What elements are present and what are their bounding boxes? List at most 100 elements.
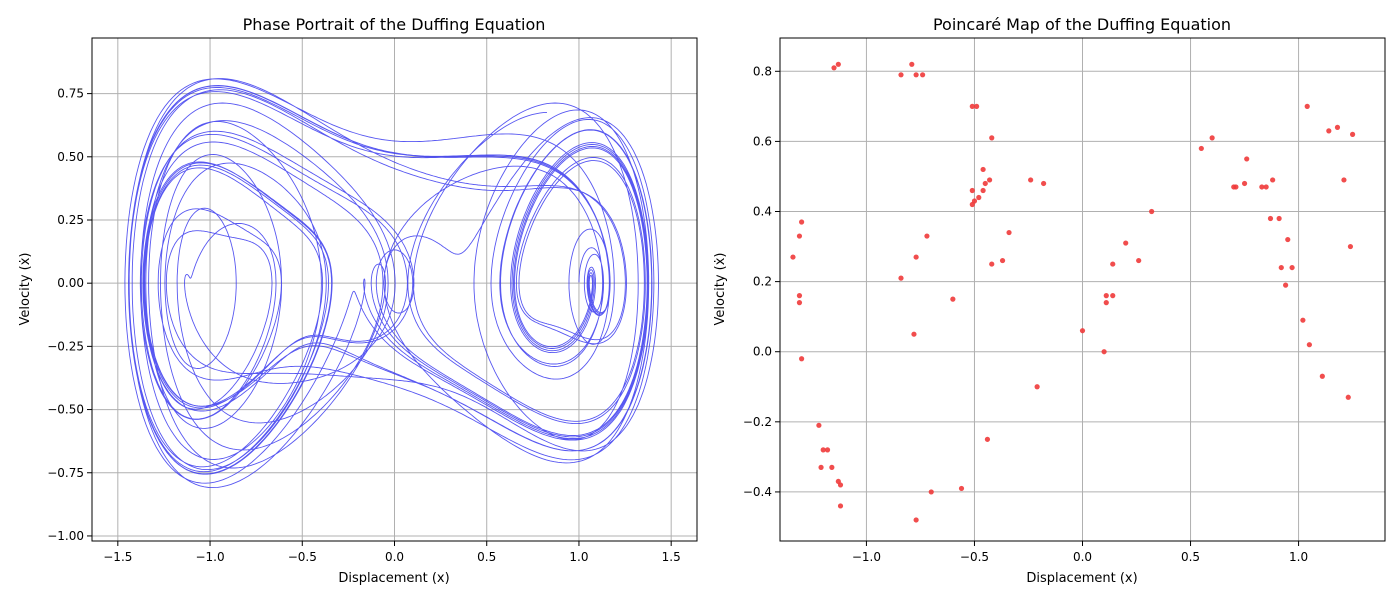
poincare-point — [982, 180, 988, 187]
poincare-point — [1136, 257, 1142, 264]
poincare-point — [1233, 184, 1239, 190]
poincare-point — [1319, 373, 1325, 379]
poincare-map-title: Poincaré Map of the Duffing Equation — [933, 15, 1231, 34]
phase-portrait-title: Phase Portrait of the Duffing Equation — [243, 15, 546, 34]
phase-portrait-y-tick-label: 0.00 — [57, 276, 84, 290]
phase-portrait-x-tick-label: 1.5 — [662, 550, 681, 564]
phase-trajectory-line — [124, 78, 659, 489]
poincare-map-y-tick-label: 0.6 — [753, 134, 772, 148]
poincare-map-y-label: Velocity (ẋ) — [713, 253, 728, 326]
poincare-map-grid — [780, 38, 1385, 541]
poincare-point — [790, 254, 796, 260]
poincare-map-x-ticks: −1.0 −0.5 0.0 0.5 1.0 — [852, 541, 1308, 564]
poincare-point — [1041, 180, 1047, 187]
poincare-point — [1285, 236, 1291, 243]
poincare-map-x-tick-label: −1.0 — [852, 550, 881, 564]
poincare-point — [799, 219, 805, 225]
poincare-point — [796, 300, 803, 306]
poincare-map-axes-frame — [779, 37, 1386, 542]
phase-portrait-y-tick-label: 0.50 — [57, 150, 84, 164]
poincare-point — [1349, 131, 1356, 137]
phase-portrait-x-tick-label: −1.5 — [103, 550, 132, 564]
poincare-point — [980, 166, 986, 173]
poincare-point — [1276, 215, 1282, 222]
poincare-map-y-tick-label: −0.4 — [743, 485, 772, 499]
poincare-point — [989, 135, 995, 141]
poincare-map-y-tick-label: −0.2 — [743, 415, 772, 429]
poincare-point — [898, 275, 904, 281]
poincare-point — [1347, 243, 1354, 250]
poincare-point — [835, 61, 841, 67]
poincare-point — [920, 72, 926, 78]
poincare-point — [1326, 128, 1332, 134]
poincare-point — [928, 489, 934, 495]
poincare-point — [1123, 240, 1129, 246]
poincare-point — [909, 61, 915, 67]
poincare-map-y-ticks: −0.4 −0.2 0.0 0.2 0.4 0.6 0.8 — [743, 64, 780, 499]
poincare-point — [1079, 328, 1086, 334]
phase-portrait-trajectory — [124, 78, 659, 489]
poincare-point — [1334, 124, 1341, 130]
phase-portrait-y-tick-label: −0.25 — [47, 339, 84, 353]
poincare-point — [1300, 317, 1306, 323]
poincare-map-y-tick-label: 0.2 — [753, 275, 772, 289]
poincare-point — [1198, 145, 1204, 152]
poincare-point — [837, 503, 844, 509]
poincare-point — [796, 293, 803, 299]
poincare-point — [799, 356, 805, 362]
poincare-map-x-tick-label: −0.5 — [960, 550, 989, 564]
phase-portrait-y-tick-label: 0.75 — [57, 87, 84, 101]
phase-portrait-y-ticks: −1.00 −0.75 −0.50 −0.25 0.00 0.25 0.50 0.75 — [47, 87, 92, 543]
poincare-point — [820, 447, 826, 453]
poincare-point — [1289, 264, 1295, 271]
poincare-point — [829, 464, 835, 470]
poincare-point — [980, 187, 986, 194]
poincare-point — [837, 482, 844, 488]
poincare-point — [924, 233, 930, 239]
poincare-point — [1270, 177, 1276, 183]
poincare-point — [1244, 156, 1250, 162]
phase-portrait-x-tick-label: 0.5 — [477, 550, 496, 564]
poincare-map-panel: Poincaré Map of the Duffing Equation −1.… — [713, 15, 1386, 586]
poincare-point — [1267, 215, 1274, 222]
poincare-point — [984, 436, 991, 442]
poincare-point — [1149, 208, 1155, 215]
poincare-point — [831, 65, 837, 71]
poincare-point — [974, 103, 980, 109]
poincare-point — [913, 72, 919, 78]
phase-portrait-x-tick-label: 0.0 — [385, 550, 404, 564]
poincare-map-x-label: Displacement (x) — [1026, 571, 1137, 586]
poincare-point — [1110, 293, 1116, 299]
poincare-point — [989, 261, 995, 267]
phase-portrait-y-tick-label: −0.50 — [47, 403, 84, 417]
phase-portrait-x-label: Displacement (x) — [338, 571, 449, 586]
poincare-point — [913, 254, 919, 260]
poincare-point — [796, 233, 803, 239]
poincare-point — [969, 103, 975, 109]
poincare-point — [898, 72, 904, 78]
poincare-point — [1345, 394, 1351, 400]
poincare-map-x-tick-label: 1.0 — [1289, 550, 1308, 564]
poincare-point — [969, 187, 975, 194]
poincare-point — [1209, 135, 1215, 141]
poincare-point — [976, 194, 982, 201]
poincare-map-x-tick-label: 0.5 — [1181, 550, 1200, 564]
poincare-map-y-tick-label: 0.0 — [753, 345, 772, 359]
poincare-point — [1101, 349, 1107, 355]
poincare-point — [1241, 180, 1248, 187]
poincare-point — [1278, 264, 1284, 271]
poincare-point — [1110, 261, 1116, 267]
phase-portrait-x-ticks: −1.5 −1.0 −0.5 0.0 0.5 1.0 1.5 — [103, 541, 681, 564]
phase-portrait-y-label: Velocity (ẋ) — [18, 253, 33, 326]
poincare-point — [1304, 103, 1310, 109]
phase-portrait-x-tick-label: −1.0 — [195, 550, 224, 564]
poincare-map-y-tick-label: 0.4 — [753, 205, 772, 219]
phase-portrait-grid — [92, 38, 697, 541]
poincare-point — [958, 485, 965, 492]
poincare-point — [1259, 184, 1265, 190]
poincare-point — [911, 331, 917, 337]
poincare-point — [999, 257, 1006, 264]
poincare-point — [1103, 300, 1109, 306]
poincare-map-y-tick-label: 0.8 — [753, 64, 772, 78]
